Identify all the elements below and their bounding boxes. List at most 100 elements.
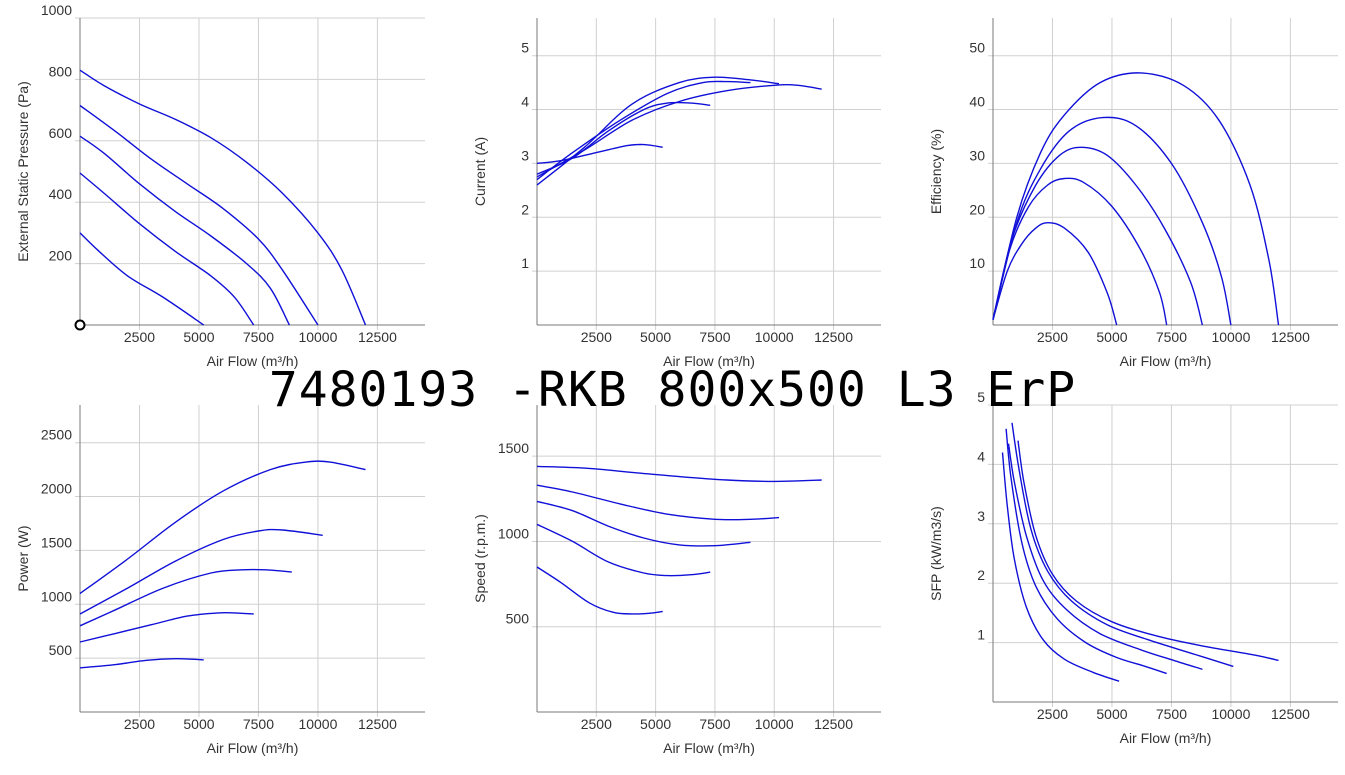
y-tick-label: 20 [969,201,985,217]
x-tick-label: 12500 [358,716,397,732]
chart-pressure: 2500 5000 7500 10000 12500 200 400 600 800 1000 Ai… [15,2,425,369]
x-axis-label: Air Flow (m³/h) [207,740,299,756]
series-curve-2 [536,484,780,521]
x-tick-label: 7500 [243,716,274,732]
x-axis-label: Air Flow (m³/h) [207,353,299,369]
y-tick-label: 3 [521,147,529,163]
y-tick-label: 1 [977,627,985,643]
series-curve-4 [536,523,711,577]
y-tick-label: 5 [977,389,985,405]
x-tick-label: 7500 [699,716,730,732]
series-curve-1 [536,84,822,178]
y-tick-label: 2 [977,567,985,583]
y-axis-label: Efficiency (%) [928,129,944,214]
series-curve-4 [79,172,255,326]
series-curve-3 [1007,443,1203,670]
series-curve-4 [992,177,1168,326]
y-tick-label: 1 [521,255,529,271]
x-tick-label: 2500 [124,716,155,732]
x-tick-label: 12500 [358,329,397,345]
series-curve-3 [79,135,291,326]
y-axis-label: SFP (kW/m3/s) [928,506,944,601]
y-tick-label: 500 [49,642,73,658]
x-tick-label: 5000 [640,329,671,345]
series-curve-1 [79,460,366,595]
y-tick-label: 2000 [41,481,72,497]
y-tick-label: 1500 [41,534,72,550]
x-axis-label: Air Flow (m³/h) [663,353,755,369]
x-tick-label: 2500 [581,329,612,345]
x-axis-label: Air Flow (m³/h) [1120,353,1212,369]
chart-sfp: 2500 5000 7500 10000 12500 1 2 3 4 5 Air Flow (m³/… [928,389,1338,746]
x-tick-label: 5000 [183,329,214,345]
x-tick-label: 5000 [640,716,671,732]
y-tick-label: 800 [49,63,73,79]
series-curve-3 [536,80,751,181]
y-tick-label: 4 [977,448,985,464]
series-curve-2 [1011,422,1234,668]
x-tick-label: 7500 [699,329,730,345]
series-curve-2 [536,76,780,186]
chart-speed: 2500 5000 7500 10000 12500 500 1000 1500 Air Flo… [472,405,881,756]
x-tick-label: 10000 [1211,706,1250,722]
x-tick-label: 2500 [1037,329,1068,345]
y-tick-label: 1000 [41,2,72,18]
x-tick-label: 12500 [814,716,853,732]
y-tick-label: 600 [49,125,73,141]
y-tick-label: 1000 [498,525,529,541]
series-curve-3 [536,500,751,547]
series-curve-5 [992,221,1118,326]
series-curve-3 [79,568,292,627]
x-tick-label: 5000 [1096,329,1127,345]
x-tick-label: 5000 [1096,706,1127,722]
y-axis-label: Current (A) [472,137,488,206]
y-tick-label: 2500 [41,427,72,443]
y-tick-label: 30 [969,147,985,163]
y-tick-label: 5 [521,40,529,56]
x-axis-label: Air Flow (m³/h) [1120,730,1212,746]
y-tick-label: 200 [49,248,73,264]
x-tick-label: 10000 [298,329,337,345]
x-tick-label: 12500 [814,329,853,345]
x-tick-label: 7500 [1156,706,1187,722]
y-axis-label: External Static Pressure (Pa) [15,81,31,262]
series-curve-4 [79,611,254,643]
series-curve-5 [536,143,663,165]
series-curve-5 [1001,452,1120,682]
series-curve-1 [536,465,822,483]
chart-power: 2500 5000 7500 10000 12500 500 1000 1500 2000 250… [15,405,425,756]
x-tick-label: 5000 [183,716,214,732]
x-tick-label: 7500 [243,329,274,345]
series-curve-5 [79,232,205,326]
y-tick-label: 400 [49,186,73,202]
chart-current: 2500 5000 7500 10000 12500 1 2 3 4 5 Air Flow (m³/… [472,18,881,369]
x-tick-label: 10000 [298,716,337,732]
y-tick-label: 50 [969,40,985,56]
operating-point-marker [74,319,86,331]
y-tick-label: 2 [521,201,529,217]
x-tick-label: 2500 [124,329,155,345]
series-curve-5 [536,566,663,615]
x-axis-label: Air Flow (m³/h) [663,740,755,756]
x-tick-label: 10000 [1211,329,1250,345]
y-tick-label: 40 [969,94,985,110]
y-tick-label: 500 [506,611,530,627]
y-axis-label: Power (W) [15,525,31,591]
x-tick-label: 10000 [755,329,794,345]
series-curve-3 [992,146,1204,326]
x-tick-label: 2500 [1037,706,1068,722]
series-curve-4 [1005,428,1167,675]
series-curve-2 [79,104,319,326]
series-curve-1 [79,69,367,326]
y-tick-label: 4 [521,94,529,110]
x-tick-label: 10000 [755,716,794,732]
x-tick-label: 7500 [1156,329,1187,345]
y-tick-label: 1500 [498,440,529,456]
y-tick-label: 1000 [41,588,72,604]
y-axis-label: Speed (r.p.m.) [472,514,488,603]
series-curve-5 [79,657,204,669]
series-curve-2 [79,528,323,615]
series-curve-1 [1017,440,1279,662]
x-tick-label: 12500 [1271,706,1310,722]
